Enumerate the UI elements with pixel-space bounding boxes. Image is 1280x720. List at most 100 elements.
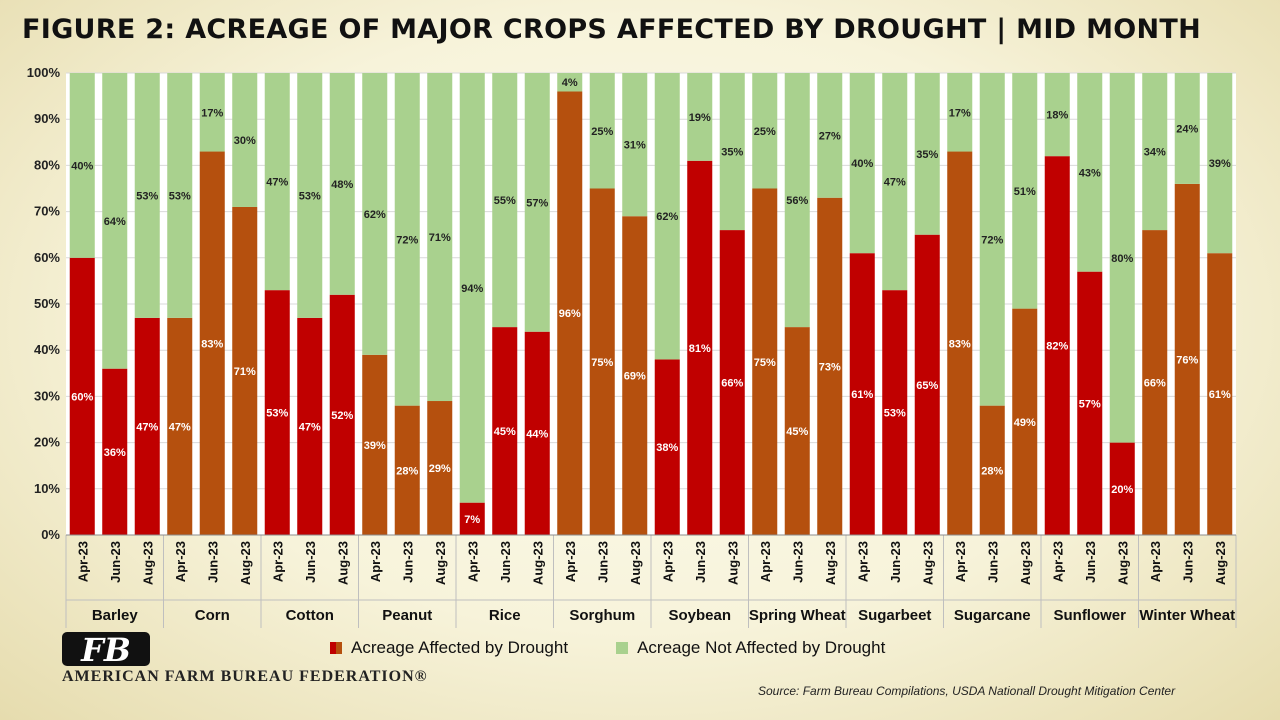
x-group-label: Peanut bbox=[382, 607, 432, 624]
bar-not-affected bbox=[914, 73, 940, 235]
x-period-label: Aug-23 bbox=[823, 541, 838, 585]
bar-not-affected bbox=[297, 73, 323, 318]
bar-affected bbox=[1142, 230, 1168, 535]
bar-affected bbox=[1207, 253, 1233, 535]
bar-affected bbox=[232, 206, 258, 536]
data-label-affected: 60% bbox=[71, 391, 93, 403]
bar-not-affected bbox=[167, 73, 193, 318]
data-label-not-affected: 39% bbox=[1209, 158, 1231, 170]
data-label-affected: 66% bbox=[1144, 378, 1166, 390]
logo-mark-text: FB bbox=[80, 631, 131, 668]
x-period-label: Aug-23 bbox=[920, 541, 935, 585]
data-label-not-affected: 25% bbox=[591, 126, 613, 138]
data-label-not-affected: 71% bbox=[429, 232, 451, 244]
x-period-label: Aug-23 bbox=[238, 541, 253, 585]
data-label-affected: 36% bbox=[104, 447, 126, 459]
x-group-label: Rice bbox=[489, 607, 521, 624]
x-period-label: Apr-23 bbox=[1148, 541, 1163, 582]
bar-not-affected bbox=[947, 73, 973, 152]
bar-affected bbox=[459, 502, 485, 535]
x-period-label: Apr-23 bbox=[465, 541, 480, 582]
bar-affected bbox=[69, 257, 95, 535]
data-label-affected: 75% bbox=[754, 357, 776, 369]
data-label-not-affected: 4% bbox=[562, 77, 578, 89]
legend-swatch-affected bbox=[330, 642, 342, 654]
bar-affected bbox=[102, 368, 128, 535]
data-label-affected: 76% bbox=[1176, 354, 1198, 366]
x-period-label: Aug-23 bbox=[725, 541, 740, 585]
data-label-not-affected: 35% bbox=[916, 149, 938, 161]
data-label-not-affected: 80% bbox=[1111, 253, 1133, 265]
data-label-not-affected: 62% bbox=[656, 211, 678, 223]
bar-not-affected bbox=[1207, 73, 1233, 254]
bar-not-affected bbox=[557, 73, 583, 92]
data-label-not-affected: 35% bbox=[721, 147, 743, 159]
data-label-not-affected: 25% bbox=[754, 126, 776, 138]
data-label-affected: 20% bbox=[1111, 484, 1133, 496]
bar-affected bbox=[784, 327, 810, 535]
bar-not-affected bbox=[849, 73, 875, 254]
bar-not-affected bbox=[492, 73, 518, 328]
bar-not-affected bbox=[232, 73, 258, 207]
x-group-label: Corn bbox=[195, 607, 230, 624]
x-period-label: Apr-23 bbox=[75, 541, 90, 582]
data-label-not-affected: 40% bbox=[851, 158, 873, 170]
bar-affected bbox=[719, 230, 745, 535]
data-label-not-affected: 31% bbox=[624, 140, 646, 152]
legend-item-affected: Acreage Affected by Drought bbox=[330, 638, 568, 658]
bar-affected bbox=[1174, 183, 1200, 535]
x-period-label: Aug-23 bbox=[433, 541, 448, 585]
bar-not-affected bbox=[622, 73, 648, 217]
bar-affected bbox=[264, 290, 290, 535]
x-group-label: Soybean bbox=[668, 607, 731, 624]
data-label-affected: 28% bbox=[396, 465, 418, 477]
x-period-label: Jun-23 bbox=[888, 541, 903, 583]
y-tick-label: 60% bbox=[34, 250, 60, 265]
data-label-not-affected: 17% bbox=[201, 107, 223, 119]
x-period-label: Aug-23 bbox=[335, 541, 350, 585]
bar-affected bbox=[297, 317, 323, 535]
x-group-label: Cotton bbox=[286, 607, 334, 624]
bar-affected bbox=[167, 317, 193, 535]
legend-label-affected: Acreage Affected by Drought bbox=[351, 638, 569, 657]
bar-affected bbox=[134, 317, 160, 535]
bar-not-affected bbox=[1109, 73, 1135, 443]
data-label-affected: 83% bbox=[949, 338, 971, 350]
data-label-affected: 47% bbox=[299, 421, 321, 433]
data-label-affected: 73% bbox=[819, 361, 841, 373]
legend: Acreage Affected by Drought Acreage Not … bbox=[330, 638, 885, 658]
source-note: Source: Farm Bureau Compilations, USDA N… bbox=[758, 684, 1176, 698]
chart-title: FIGURE 2: ACREAGE OF MAJOR CROPS AFFECTE… bbox=[22, 14, 1202, 45]
data-label-affected: 53% bbox=[884, 408, 906, 420]
data-label-not-affected: 27% bbox=[819, 130, 841, 142]
data-label-not-affected: 62% bbox=[364, 209, 386, 221]
x-group-label: Winter Wheat bbox=[1139, 607, 1235, 624]
x-period-label: Aug-23 bbox=[1115, 541, 1130, 585]
bar-not-affected bbox=[1174, 73, 1200, 184]
x-period-label: Aug-23 bbox=[628, 541, 643, 585]
x-period-label: Aug-23 bbox=[530, 541, 545, 585]
x-period-label: Jun-23 bbox=[303, 541, 318, 583]
data-label-affected: 71% bbox=[234, 366, 256, 378]
data-label-not-affected: 72% bbox=[981, 234, 1003, 246]
bar-not-affected bbox=[1012, 73, 1038, 309]
y-tick-label: 50% bbox=[34, 296, 60, 311]
x-period-label: Apr-23 bbox=[855, 541, 870, 582]
x-period-label: Jun-23 bbox=[595, 541, 610, 583]
y-tick-label: 100% bbox=[27, 65, 61, 80]
bar-affected bbox=[199, 151, 225, 536]
y-tick-label: 80% bbox=[34, 157, 60, 172]
bar-not-affected bbox=[394, 73, 420, 406]
data-label-not-affected: 53% bbox=[169, 190, 191, 202]
data-label-not-affected: 51% bbox=[1014, 186, 1036, 198]
data-label-not-affected: 64% bbox=[104, 216, 126, 228]
data-label-affected: 96% bbox=[559, 308, 581, 320]
bar-not-affected bbox=[102, 73, 128, 369]
data-label-affected: 45% bbox=[786, 426, 808, 438]
data-label-affected: 7% bbox=[464, 514, 480, 526]
bar-not-affected bbox=[1044, 73, 1070, 157]
bar-not-affected bbox=[1142, 73, 1168, 231]
bar-affected bbox=[557, 91, 583, 535]
bar-affected bbox=[362, 354, 388, 535]
data-label-not-affected: 53% bbox=[299, 190, 321, 202]
